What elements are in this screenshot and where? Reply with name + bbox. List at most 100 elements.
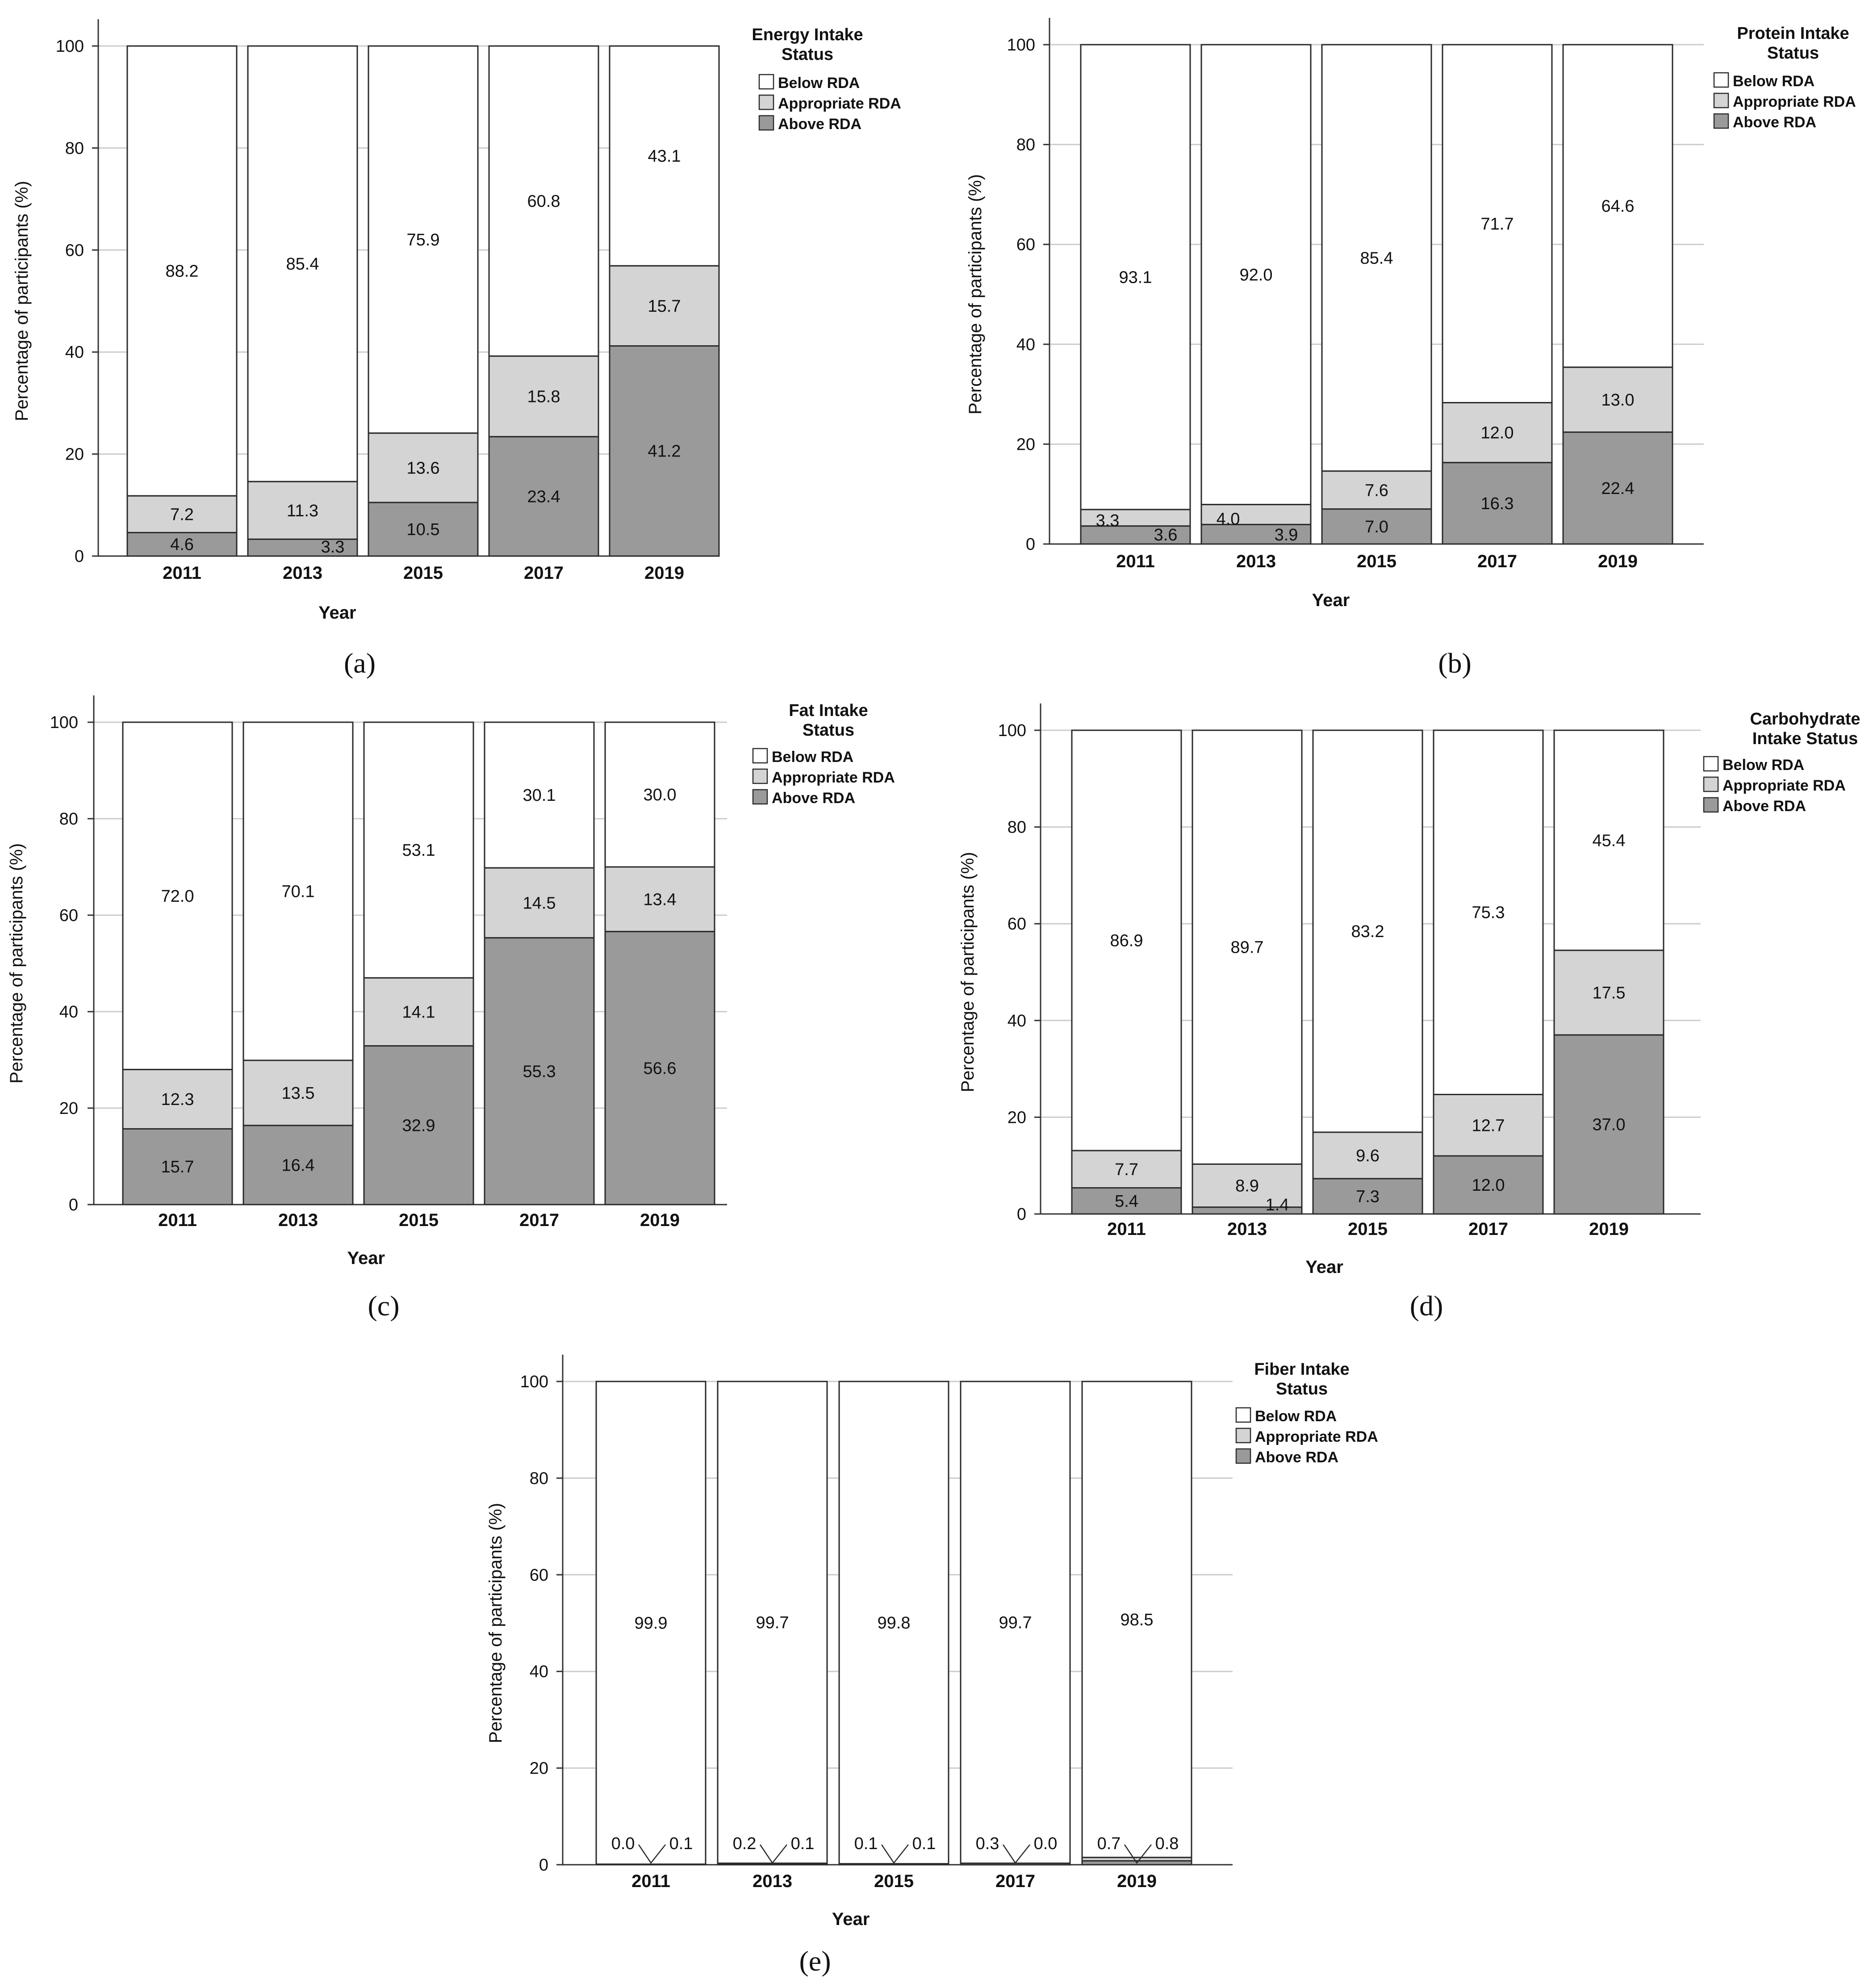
data-label-above-rda: 15.7 xyxy=(161,1158,194,1176)
data-label-appropriate-rda: 7.7 xyxy=(1115,1160,1138,1179)
legend-title: Energy Intake xyxy=(752,25,863,44)
data-label-below-rda: 99.7 xyxy=(999,1613,1032,1632)
data-label-appropriate-rda: 0.0 xyxy=(611,1834,635,1853)
bar-below-rda-2011 xyxy=(1080,44,1191,511)
y-axis-label: Percentage of participants (%) xyxy=(7,843,26,1084)
data-label-below-rda: 83.2 xyxy=(1351,922,1384,941)
legend-swatch xyxy=(1703,756,1719,772)
panel-label: (b) xyxy=(1438,647,1472,679)
bar-below-rda-2017 xyxy=(960,1381,1071,1864)
bar-below-rda-2015 xyxy=(363,721,474,979)
legend-swatch xyxy=(1235,1407,1251,1423)
legend-swatch xyxy=(1713,113,1729,129)
legend-title: Status xyxy=(803,721,854,740)
legend-item-label: Appropriate RDA xyxy=(1723,777,1846,794)
bar-below-rda-2017 xyxy=(1442,44,1553,404)
leader-line xyxy=(759,1844,787,1864)
y-tick-label: 20 xyxy=(1008,1108,1026,1127)
x-tick-label: 2015 xyxy=(874,1871,914,1891)
leader-line xyxy=(1124,1844,1152,1864)
data-label-above-rda: 12.0 xyxy=(1472,1176,1505,1195)
bar-appropriate-rda-2015 xyxy=(368,432,479,503)
legend-swatch xyxy=(752,768,768,784)
bar-below-rda-2019 xyxy=(1081,1381,1192,1858)
y-axis-label: Percentage of participants (%) xyxy=(958,852,978,1092)
y-tick-label: 100 xyxy=(50,713,78,732)
x-tick-label: 2017 xyxy=(524,563,564,583)
legend-title: Fiber Intake xyxy=(1254,1360,1349,1379)
bar-below-rda-2013 xyxy=(1200,44,1312,506)
data-label-above-rda: 23.4 xyxy=(527,487,560,506)
data-label-below-rda: 64.6 xyxy=(1601,197,1635,216)
bar-appropriate-rda-2015 xyxy=(1321,470,1432,510)
data-label-appropriate-rda: 0.1 xyxy=(854,1834,878,1853)
legend-title: Status xyxy=(1276,1380,1328,1398)
y-tick-label: 80 xyxy=(65,139,84,158)
legend-swatch xyxy=(1703,776,1719,792)
y-tick-label: 40 xyxy=(1008,1012,1026,1030)
data-label-below-rda: 60.8 xyxy=(527,192,560,211)
legend-swatch xyxy=(1713,72,1729,88)
bar-below-rda-2017 xyxy=(484,721,595,869)
data-label-above-rda: 1.4 xyxy=(1266,1196,1289,1214)
legend-title: Status xyxy=(782,45,833,64)
legend-title: Fat Intake xyxy=(789,701,868,720)
x-tick-label: 2011 xyxy=(163,563,201,583)
data-label-appropriate-rda: 0.2 xyxy=(733,1834,757,1853)
y-tick-label: 80 xyxy=(1016,136,1035,155)
bar-above-rda-2013 xyxy=(1192,1206,1303,1215)
panel-label: (d) xyxy=(1410,1290,1443,1322)
bar-above-rda-2015 xyxy=(1321,508,1432,545)
bar-above-rda-2013 xyxy=(1200,523,1312,545)
x-tick-label: 2017 xyxy=(519,1210,559,1230)
legend-item-label: Appropriate RDA xyxy=(778,95,901,112)
data-label-below-rda: 92.0 xyxy=(1240,266,1273,285)
bar-above-rda-2011 xyxy=(595,1863,707,1866)
bar-below-rda-2015 xyxy=(368,45,479,434)
data-label-above-rda: 0.8 xyxy=(1155,1834,1179,1853)
leader-line xyxy=(638,1844,666,1864)
x-axis-label: Year xyxy=(1312,590,1350,610)
bar-above-rda-2019 xyxy=(609,345,720,557)
data-label-above-rda: 0.1 xyxy=(791,1834,815,1853)
bar-above-rda-2011 xyxy=(122,1128,233,1205)
y-tick-label: 20 xyxy=(530,1759,548,1778)
y-tick-label: 0 xyxy=(539,1856,548,1875)
panel-label: (a) xyxy=(344,647,376,679)
x-axis-label: Year xyxy=(832,1909,870,1929)
data-label-above-rda: 0.0 xyxy=(1034,1834,1058,1853)
chart-panel-3: 0 20 40 60 80 100 Percentage of participants (… xyxy=(7,695,895,1322)
data-label-below-rda: 75.3 xyxy=(1472,904,1505,922)
legend-item-label: Appropriate RDA xyxy=(1255,1428,1378,1445)
bar-above-rda-2017 xyxy=(1442,462,1553,545)
legend-title: Status xyxy=(1767,44,1819,63)
data-label-above-rda: 10.5 xyxy=(407,520,440,539)
leader-line xyxy=(881,1844,909,1864)
y-tick-label: 100 xyxy=(520,1373,548,1391)
legend-item-label: Below RDA xyxy=(1255,1408,1337,1425)
data-label-appropriate-rda: 8.9 xyxy=(1235,1177,1259,1196)
y-axis-label: Percentage of participants (%) xyxy=(486,1503,506,1743)
legend-item-label: Above RDA xyxy=(778,116,861,133)
data-label-above-rda: 7.0 xyxy=(1365,518,1388,536)
data-label-appropriate-rda: 13.5 xyxy=(282,1084,315,1103)
data-label-above-rda: 4.6 xyxy=(170,536,194,554)
bar-appropriate-rda-2013 xyxy=(243,1059,354,1126)
bar-above-rda-2011 xyxy=(1071,1187,1182,1215)
data-label-below-rda: 71.7 xyxy=(1481,215,1514,234)
data-label-appropriate-rda: 4.0 xyxy=(1217,510,1240,528)
legend-item-label: Above RDA xyxy=(1733,114,1816,131)
bar-below-rda-2019 xyxy=(604,721,715,868)
data-label-appropriate-rda: 0.7 xyxy=(1097,1834,1121,1853)
legend-swatch xyxy=(752,789,768,805)
data-label-below-rda: 86.9 xyxy=(1110,932,1143,950)
data-label-appropriate-rda: 15.7 xyxy=(648,297,681,316)
bar-above-rda-2013 xyxy=(717,1863,828,1866)
x-tick-label: 2015 xyxy=(399,1210,439,1230)
panel-label: (c) xyxy=(368,1290,399,1322)
x-tick-label: 2011 xyxy=(1116,552,1155,571)
